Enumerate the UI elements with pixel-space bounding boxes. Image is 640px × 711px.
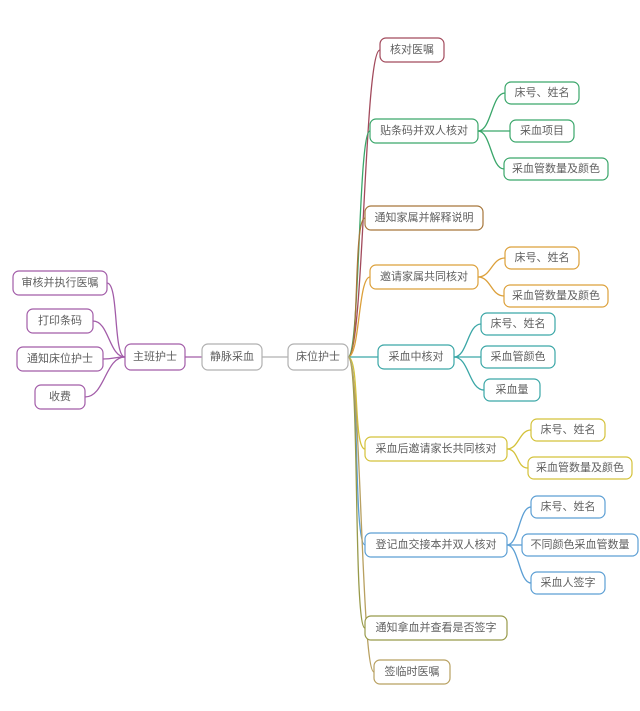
node-label: 邀请家属共同核对 bbox=[380, 269, 468, 283]
node-label: 采血管数量及颜色 bbox=[512, 161, 600, 175]
nodes-layer: 静脉采血 主班护士 审核并执行医嘱打印条码通知床位护士收费 床位护士 核对医嘱贴条码并双… bbox=[13, 38, 638, 684]
mindmap-node: 床号、姓名 bbox=[481, 313, 555, 335]
node-label: 床号、姓名 bbox=[515, 85, 570, 99]
mindmap-node: 床位护士 bbox=[288, 344, 348, 370]
mindmap-node: 静脉采血 bbox=[202, 344, 262, 370]
node-label: 采血管颜色 bbox=[491, 349, 546, 363]
edge bbox=[478, 93, 505, 131]
node-label: 采血人签字 bbox=[541, 575, 596, 589]
node-label: 通知拿血并查看是否签字 bbox=[376, 620, 497, 634]
node-label: 打印条码 bbox=[38, 313, 82, 327]
node-label: 床号、姓名 bbox=[515, 250, 570, 264]
node-label: 床位护士 bbox=[296, 349, 340, 363]
node-label: 床号、姓名 bbox=[491, 316, 546, 330]
node-label: 主班护士 bbox=[133, 349, 177, 363]
mindmap-node: 采血管数量及颜色 bbox=[504, 158, 608, 180]
mindmap-node: 采血量 bbox=[484, 379, 540, 401]
edge bbox=[478, 131, 504, 169]
mindmap-node: 床号、姓名 bbox=[505, 247, 579, 269]
mindmap-node: 邀请家属共同核对 bbox=[370, 265, 478, 289]
node-label: 采血管数量及颜色 bbox=[536, 460, 624, 474]
node-label: 审核并执行医嘱 bbox=[22, 275, 99, 289]
node-label: 采血量 bbox=[496, 382, 529, 396]
mindmap-node: 通知床位护士 bbox=[17, 347, 103, 371]
node-label: 采血中核对 bbox=[389, 349, 444, 363]
mindmap-node: 采血人签字 bbox=[531, 572, 605, 594]
mindmap-node: 审核并执行医嘱 bbox=[13, 271, 107, 295]
mindmap-node: 床号、姓名 bbox=[531, 419, 605, 441]
edge bbox=[454, 357, 484, 390]
edge bbox=[348, 50, 380, 357]
mindmap-node: 采血后邀请家长共同核对 bbox=[365, 437, 507, 461]
node-label: 采血管数量及颜色 bbox=[512, 288, 600, 302]
edge bbox=[507, 449, 528, 468]
node-label: 登记血交接本并双人核对 bbox=[376, 537, 497, 551]
mindmap-node: 采血管数量及颜色 bbox=[528, 457, 632, 479]
mindmap-node: 不同颜色采血管数量 bbox=[522, 534, 638, 556]
node-label: 静脉采血 bbox=[210, 349, 254, 363]
mindmap-node: 通知拿血并查看是否签字 bbox=[365, 616, 507, 640]
node-label: 贴条码并双人核对 bbox=[380, 123, 468, 137]
mindmap-canvas: 静脉采血 主班护士 审核并执行医嘱打印条码通知床位护士收费 床位护士 核对医嘱贴条码并双… bbox=[0, 0, 640, 711]
mindmap-node: 床号、姓名 bbox=[531, 496, 605, 518]
edge bbox=[507, 430, 531, 449]
node-label: 不同颜色采血管数量 bbox=[531, 537, 630, 551]
edge bbox=[454, 324, 481, 357]
node-label: 床号、姓名 bbox=[541, 422, 596, 436]
mindmap-node: 登记血交接本并双人核对 bbox=[365, 533, 507, 557]
edge bbox=[478, 277, 504, 296]
mindmap-node: 收费 bbox=[35, 385, 85, 409]
mindmap-node: 采血中核对 bbox=[378, 345, 454, 369]
mindmap-node: 主班护士 bbox=[125, 344, 185, 370]
mindmap-node: 贴条码并双人核对 bbox=[370, 119, 478, 143]
edge bbox=[478, 258, 505, 277]
mindmap-node: 核对医嘱 bbox=[380, 38, 444, 62]
node-label: 采血项目 bbox=[520, 123, 564, 137]
node-label: 签临时医嘱 bbox=[385, 664, 440, 678]
mindmap-node: 采血项目 bbox=[510, 120, 574, 142]
node-label: 床号、姓名 bbox=[541, 499, 596, 513]
node-label: 通知床位护士 bbox=[27, 351, 93, 365]
node-label: 通知家属并解释说明 bbox=[375, 210, 474, 224]
mindmap-node: 签临时医嘱 bbox=[374, 660, 450, 684]
mindmap-node: 采血管数量及颜色 bbox=[504, 285, 608, 307]
mindmap-node: 通知家属并解释说明 bbox=[365, 206, 483, 230]
node-label: 收费 bbox=[49, 389, 71, 403]
edge bbox=[107, 283, 125, 357]
mindmap-node: 采血管颜色 bbox=[481, 346, 555, 368]
mindmap-node: 打印条码 bbox=[27, 309, 93, 333]
mindmap-node: 床号、姓名 bbox=[505, 82, 579, 104]
node-label: 采血后邀请家长共同核对 bbox=[376, 441, 497, 455]
node-label: 核对医嘱 bbox=[390, 42, 434, 56]
